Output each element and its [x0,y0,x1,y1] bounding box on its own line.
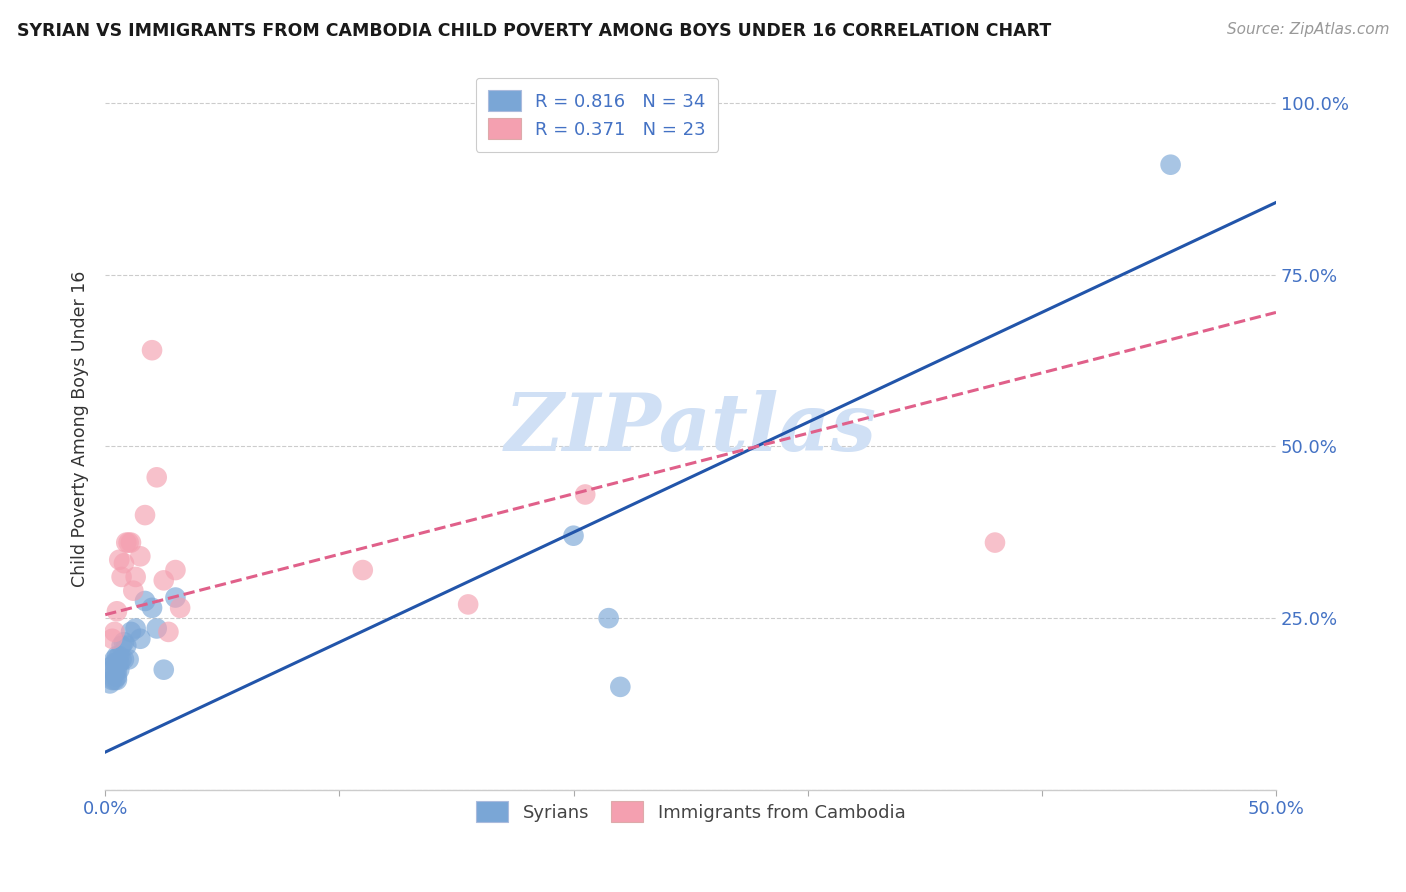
Point [103,652,125,666]
Point [117,652,139,666]
Point [110,570,132,584]
Point [574,487,596,501]
Point [122,583,145,598]
Point [120,535,142,549]
Point [141,343,163,358]
Point [105,663,128,677]
Point [134,508,156,522]
Point [105,648,128,663]
Point [984,535,1007,549]
Point [115,535,138,549]
Point [108,553,131,567]
Point [124,622,146,636]
Point [152,574,174,588]
Text: ZIPatlas: ZIPatlas [505,391,877,468]
Text: SYRIAN VS IMMIGRANTS FROM CAMBODIA CHILD POVERTY AMONG BOYS UNDER 16 CORRELATION: SYRIAN VS IMMIGRANTS FROM CAMBODIA CHILD… [17,22,1052,40]
Point [101,673,124,687]
Point [152,663,174,677]
Point [101,663,124,677]
Point [165,563,187,577]
Point [157,624,180,639]
Point [110,639,132,653]
Point [165,591,187,605]
Point [457,598,479,612]
Point [112,652,135,666]
Point [141,600,163,615]
Point [101,659,124,673]
Point [145,622,167,636]
Point [124,570,146,584]
Y-axis label: Child Poverty Among Boys Under 16: Child Poverty Among Boys Under 16 [72,271,89,588]
Text: Source: ZipAtlas.com: Source: ZipAtlas.com [1226,22,1389,37]
Point [598,611,620,625]
Point [103,656,125,670]
Point [110,652,132,666]
Point [101,632,124,646]
Point [129,549,152,564]
Point [103,666,125,681]
Legend: Syrians, Immigrants from Cambodia: Syrians, Immigrants from Cambodia [463,789,918,835]
Point [105,673,128,687]
Point [117,535,139,549]
Point [352,563,374,577]
Point [112,556,135,570]
Point [105,604,128,618]
Point [129,632,152,646]
Point [108,656,131,670]
Point [105,669,128,683]
Point [103,624,125,639]
Point [108,648,131,663]
Point [134,594,156,608]
Point [169,600,191,615]
Point [105,656,128,670]
Point [112,635,135,649]
Point [98,676,121,690]
Point [145,470,167,484]
Point [609,680,631,694]
Point [120,624,142,639]
Point [103,673,125,687]
Point [108,663,131,677]
Point [1160,158,1182,172]
Point [562,529,585,543]
Point [115,639,138,653]
